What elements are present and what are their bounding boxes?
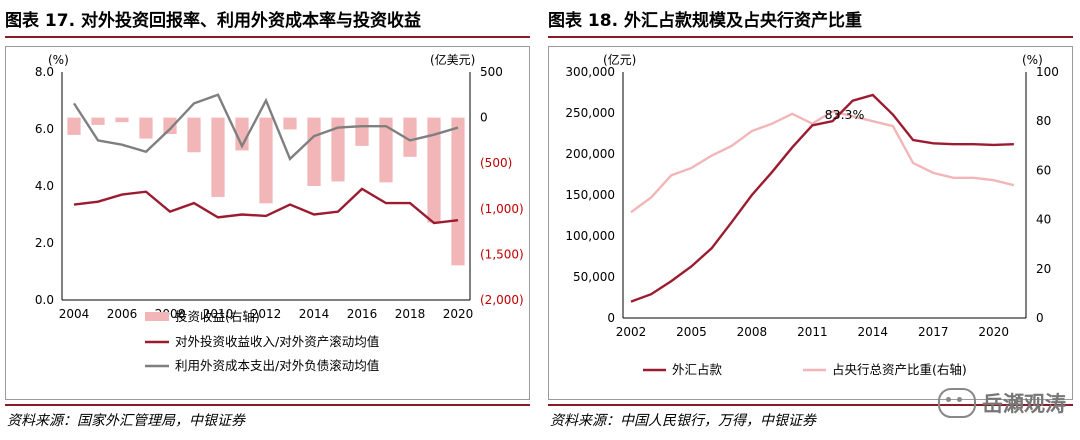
right-y-tick-label: 100: [1036, 65, 1059, 79]
left-chart-panel: 图表 17. 对外投资回报率、利用外资成本率与投资收益 (%) (亿美元) 0.0 2…: [5, 0, 530, 440]
x-tick-label: 2020: [443, 307, 474, 321]
left-y-tick-label: 250,000: [565, 106, 615, 120]
legend-label: 外汇占款: [672, 362, 723, 377]
right-y-tick-label: 40: [1036, 213, 1051, 227]
left-y-tick-label: 0.0: [35, 293, 54, 307]
left-chart: (%) (亿美元) 0.0 2.0 4.0 6.0 8.0 500 0 (500) (1,000) (…: [35, 52, 524, 373]
income-bar: [379, 117, 393, 183]
right-axis-unit: (亿美元): [430, 52, 475, 67]
income-bar: [403, 117, 417, 157]
x-tick-label: 2002: [616, 325, 647, 339]
right-y-tick-label: (1,000): [480, 202, 524, 216]
income-bar: [91, 117, 105, 125]
left-axis-unit: (亿元): [603, 52, 636, 67]
watermark-text: 岳瀬观涛: [982, 392, 1066, 416]
right-y-tick-label: 60: [1036, 163, 1051, 177]
left-source: 资料来源：国家外汇管理局，中银证券: [7, 413, 245, 429]
income-bar: [331, 117, 345, 182]
legend-label: 投资收益(右轴): [175, 309, 260, 324]
income-bar: [139, 117, 153, 139]
right-y-tick-label: 0: [1036, 311, 1044, 325]
x-tick-label: 2014: [299, 307, 330, 321]
left-chart-title: 图表 17. 对外投资回报率、利用外资成本率与投资收益: [5, 11, 421, 31]
x-tick-label: 2016: [347, 307, 378, 321]
x-tick-label: 2004: [59, 307, 90, 321]
right-y-tick-label: (2,000): [480, 293, 524, 307]
income-bar: [115, 117, 129, 123]
x-tick-label: 2017: [918, 325, 949, 339]
left-y-tick-label: 100,000: [565, 229, 615, 243]
fx-funds-line: [630, 93, 1014, 303]
income-bar: [187, 117, 201, 153]
income-bar: [211, 117, 225, 197]
left-chart-frame: [5, 46, 530, 400]
income-bar: [307, 117, 321, 186]
left-y-tick-label: 4.0: [35, 179, 54, 193]
right-y-tick-label: 0: [480, 111, 488, 125]
x-tick-label: 2011: [797, 325, 828, 339]
left-title-rule: [5, 36, 530, 38]
legend-label: 占央行总资产比重(右轴): [832, 362, 967, 377]
wechat-icon: [938, 388, 976, 418]
x-tick-label: 2005: [676, 325, 707, 339]
left-source-rule: [5, 404, 530, 406]
left-y-tick-label: 0: [607, 311, 615, 325]
peak-annotation: 83.3%: [825, 107, 865, 122]
x-tick-label: 2008: [737, 325, 768, 339]
left-y-tick-label: 150,000: [565, 188, 615, 202]
income-bar: [67, 117, 81, 135]
right-source: 资料来源：中国人民银行，万得，中银证券: [550, 413, 816, 429]
right-axis-unit: (%): [1022, 53, 1043, 67]
left-y-tick-label: 8.0: [35, 65, 54, 79]
left-y-tick-label: 50,000: [573, 270, 615, 284]
left-y-tick-label: 300,000: [565, 65, 615, 79]
right-y-tick-label: (1,500): [480, 247, 524, 261]
x-tick-label: 2010: [203, 307, 234, 321]
right-chart-panel: 图表 18. 外汇占款规模及占央行资产比重 (亿元) (%) 0 50,000 100,…: [548, 0, 1073, 440]
x-tick-label: 2020: [978, 325, 1009, 339]
x-tick-label: 2012: [251, 307, 282, 321]
legend-label: 对外投资收益收入/对外资产滚动均值: [175, 334, 379, 349]
x-tick-label: 2006: [107, 307, 138, 321]
right-chart-frame: [548, 46, 1073, 400]
right-chart-title: 图表 18. 外汇占款规模及占央行资产比重: [548, 11, 862, 31]
right-y-tick-label: 500: [480, 65, 503, 79]
left-y-tick-label: 200,000: [565, 147, 615, 161]
left-y-tick-label: 6.0: [35, 122, 54, 136]
right-y-tick-label: 80: [1036, 114, 1051, 128]
right-chart: (亿元) (%) 0 50,000 100,000 150,000 200,000 250,0…: [565, 52, 1059, 377]
watermark: 岳瀬观涛: [938, 388, 1066, 418]
x-tick-label: 2014: [858, 325, 889, 339]
income-bar: [163, 117, 177, 135]
income-bar: [259, 117, 273, 204]
return-rate-line: [73, 187, 459, 225]
left-axis-unit: (%): [48, 53, 69, 67]
legend-label: 利用外资成本支出/对外负债滚动均值: [175, 358, 379, 373]
right-title-rule: [548, 36, 1073, 38]
income-bar: [451, 117, 465, 266]
share-line: [630, 110, 1015, 214]
income-bar: [355, 117, 369, 146]
right-source-rule: [548, 404, 1073, 406]
income-bar: [283, 117, 297, 130]
cost-rate-line: [72, 93, 459, 162]
income-bar: [427, 117, 441, 223]
x-tick-label: 2018: [395, 307, 426, 321]
right-y-tick-label: (500): [480, 156, 512, 170]
legend-swatch-bar: [145, 312, 169, 321]
right-y-tick-label: 20: [1036, 262, 1051, 276]
left-y-tick-label: 2.0: [35, 236, 54, 250]
